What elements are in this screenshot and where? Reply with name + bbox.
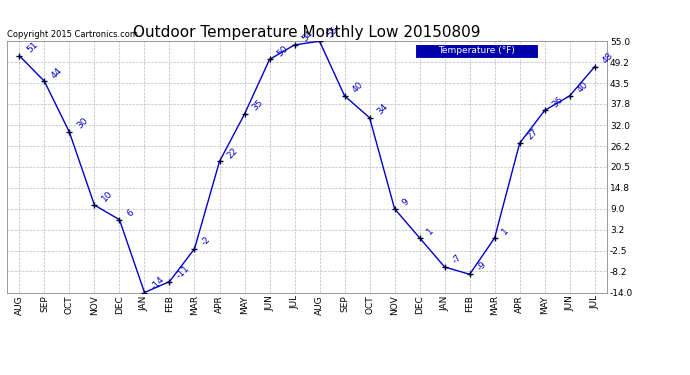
Text: 55: 55 <box>325 26 339 40</box>
Text: 1: 1 <box>425 226 435 237</box>
Text: -11: -11 <box>175 263 192 280</box>
FancyBboxPatch shape <box>415 44 538 58</box>
Text: 10: 10 <box>100 189 115 204</box>
Text: 50: 50 <box>275 44 290 58</box>
Title: Outdoor Temperature Monthly Low 20150809: Outdoor Temperature Monthly Low 20150809 <box>133 25 481 40</box>
Text: 22: 22 <box>225 146 239 160</box>
Text: 40: 40 <box>350 80 364 94</box>
Text: 34: 34 <box>375 102 390 116</box>
Text: 36: 36 <box>550 94 564 109</box>
Text: 27: 27 <box>525 128 540 142</box>
Text: 51: 51 <box>25 40 39 54</box>
Text: -14: -14 <box>150 274 167 291</box>
Text: 1: 1 <box>500 226 511 237</box>
Text: 30: 30 <box>75 116 90 131</box>
Text: -7: -7 <box>450 253 463 266</box>
Text: 54: 54 <box>300 29 315 44</box>
Text: -9: -9 <box>475 260 488 273</box>
Text: 40: 40 <box>575 80 590 94</box>
Text: 9: 9 <box>400 197 411 207</box>
Text: Temperature (°F): Temperature (°F) <box>438 46 515 55</box>
Text: 6: 6 <box>125 208 135 218</box>
Text: 48: 48 <box>600 51 615 65</box>
Text: 44: 44 <box>50 66 64 80</box>
Text: Copyright 2015 Cartronics.com: Copyright 2015 Cartronics.com <box>7 30 138 39</box>
Text: -2: -2 <box>200 235 213 248</box>
Text: 35: 35 <box>250 98 264 112</box>
